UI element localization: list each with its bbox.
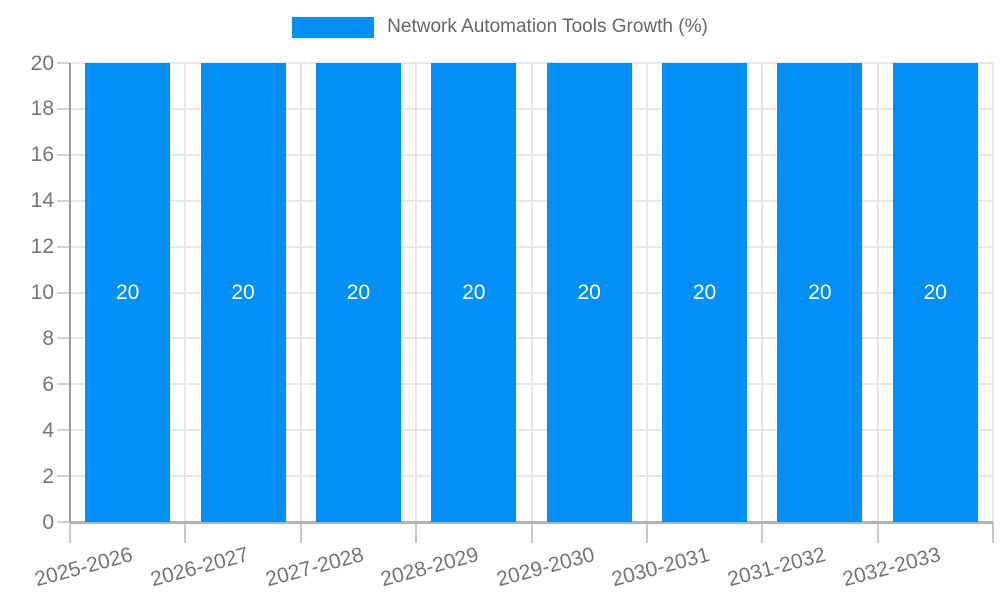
y-axis-tick xyxy=(57,153,70,156)
y-axis-tick xyxy=(57,521,70,523)
x-axis-tick xyxy=(299,522,302,543)
x-axis-tick xyxy=(69,522,71,543)
y-axis-tick xyxy=(57,199,70,202)
x-axis-tick-label: 2025-2026 xyxy=(32,543,136,592)
bar[interactable]: 20 xyxy=(777,63,863,522)
x-gridline xyxy=(415,63,418,522)
y-axis-tick xyxy=(57,429,70,432)
y-axis-tick-label: 12 xyxy=(30,235,54,259)
bar-value-label: 20 xyxy=(577,280,601,304)
x-axis-tick xyxy=(184,522,187,543)
x-axis-tick xyxy=(876,522,879,543)
bar-value-label: 20 xyxy=(116,280,140,304)
y-axis-tick-label: 18 xyxy=(30,97,54,121)
y-axis-tick-label: 2 xyxy=(42,464,54,488)
y-axis-tick xyxy=(57,291,70,294)
x-gridline xyxy=(761,63,764,522)
x-gridline xyxy=(876,63,879,522)
x-gridline xyxy=(299,63,302,522)
x-gridline xyxy=(184,63,187,522)
x-axis-tick-label: 2030-2031 xyxy=(609,543,713,592)
legend-label: Network Automation Tools Growth (%) xyxy=(387,16,708,37)
bar[interactable]: 20 xyxy=(85,63,171,522)
y-axis-tick xyxy=(57,383,70,386)
y-axis-tick-label: 10 xyxy=(30,281,54,304)
x-axis-tick xyxy=(761,522,764,543)
legend-swatch xyxy=(292,16,375,38)
bar[interactable]: 20 xyxy=(200,63,286,522)
y-axis-tick xyxy=(57,475,70,478)
bar[interactable]: 20 xyxy=(431,63,517,522)
chart-legend-item[interactable]: Network Automation Tools Growth (%) xyxy=(0,16,1000,38)
bar[interactable]: 20 xyxy=(546,63,632,522)
bar-value-label: 20 xyxy=(808,280,832,304)
bar-value-label: 20 xyxy=(923,280,947,304)
bar[interactable]: 20 xyxy=(315,63,401,522)
x-axis-tick-label: 2028-2029 xyxy=(378,543,482,592)
y-axis-tick xyxy=(57,107,70,110)
x-gridline xyxy=(992,63,994,522)
y-axis-tick-label: 14 xyxy=(30,189,54,213)
x-axis-tick-label: 2027-2028 xyxy=(263,543,367,592)
bar-value-label: 20 xyxy=(231,280,255,304)
x-axis-tick-label: 2029-2030 xyxy=(493,543,597,592)
x-axis-tick xyxy=(992,522,994,543)
bar-value-label: 20 xyxy=(462,280,486,304)
bar[interactable]: 20 xyxy=(662,63,748,522)
y-axis-tick xyxy=(57,245,70,248)
bar-value-label: 20 xyxy=(692,280,717,304)
y-axis-tick-label: 0 xyxy=(42,510,54,534)
y-axis-tick xyxy=(57,62,70,64)
x-axis-tick xyxy=(530,522,533,543)
y-axis-tick-label: 8 xyxy=(42,326,54,350)
x-axis-tick-label: 2026-2027 xyxy=(147,543,251,592)
x-gridline xyxy=(645,63,648,522)
x-axis-tick-label: 2032-2033 xyxy=(840,543,944,592)
x-axis-tick-label: 2031-2032 xyxy=(724,543,828,592)
x-axis-tick xyxy=(645,522,648,543)
y-axis-tick-label: 6 xyxy=(42,372,54,396)
x-axis-tick xyxy=(415,522,418,543)
y-axis-line xyxy=(69,63,71,522)
x-axis-line xyxy=(70,521,993,524)
y-axis-tick-label: 16 xyxy=(30,143,54,167)
bar[interactable]: 20 xyxy=(892,63,978,522)
y-axis-tick xyxy=(57,337,70,340)
bar-value-label: 20 xyxy=(346,280,371,304)
x-gridline xyxy=(530,63,533,522)
plot-area: 0 2 4 6 8 10 12 14 16 18 20 20 20 20 20 20 20 20 20 2025-20… xyxy=(31,53,994,591)
y-axis-tick-label: 4 xyxy=(42,418,54,442)
y-axis-tick-label: 20 xyxy=(30,51,54,75)
